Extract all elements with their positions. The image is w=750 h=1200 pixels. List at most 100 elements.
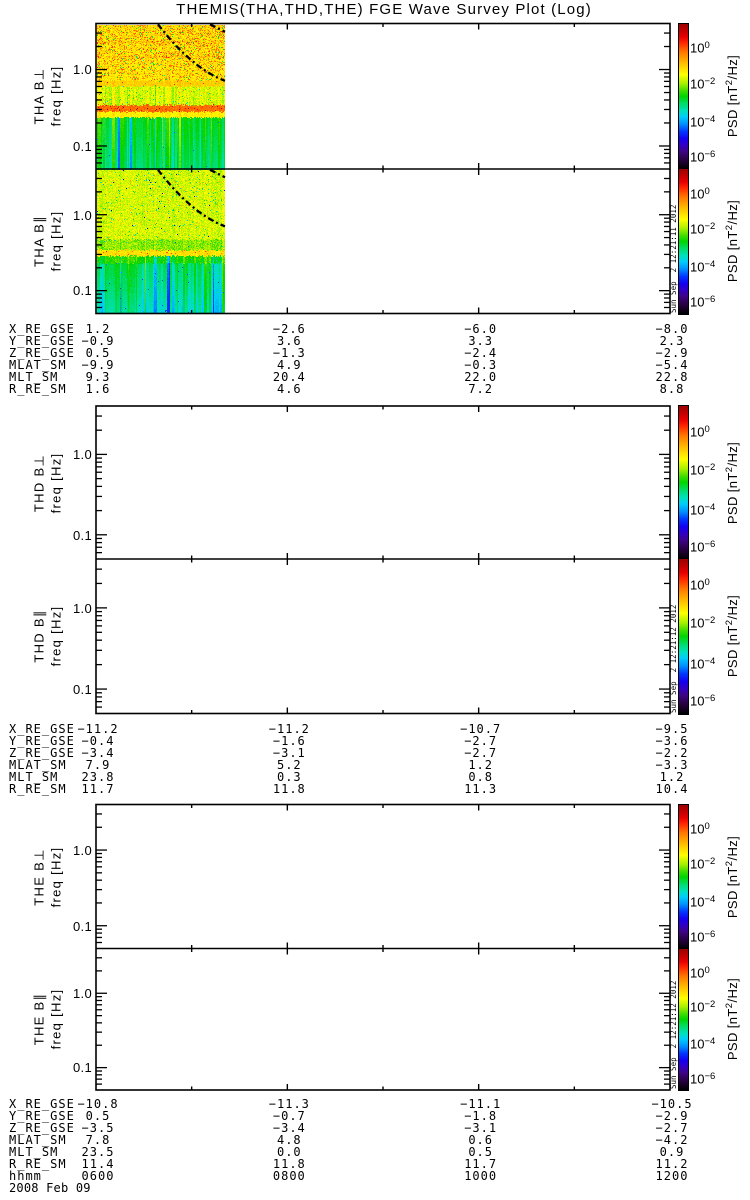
freq-axis-label: freq [Hz] [48, 452, 64, 513]
colorbar-tick-label: 10−6 [690, 293, 715, 308]
ephemeris-value: 2.3 [659, 334, 685, 348]
ephemeris-value: −3.6 [655, 733, 689, 748]
ephemeris-row-label: R_RE_SM [9, 781, 67, 796]
ephemeris-value: −1.6 [272, 733, 306, 748]
colorbar-tick-label: 10−6 [690, 148, 715, 163]
psd-label-post: /Hz] [724, 441, 740, 467]
colorbar-tick-label: 10−2 [690, 855, 715, 870]
colorbar-tick-base: 10 [690, 114, 705, 130]
ephemeris-row-label: Y_RE_GSE [9, 733, 75, 748]
colorbar-tick-base: 10 [690, 185, 705, 201]
colorbar-tick-label: 100 [690, 39, 710, 54]
colorbar-tick-exponent: 0 [704, 424, 710, 436]
ephemeris-row-label: MLT_SM [9, 1145, 59, 1160]
colorbar-tick-label: 100 [690, 423, 710, 438]
freq-axis-label: freq [Hz] [48, 605, 64, 667]
ephemeris-value: −11.2 [77, 721, 119, 736]
freq-tick-label: 0.1 [73, 138, 92, 154]
ephemeris-value: 1.2 [468, 757, 493, 772]
ephemeris-row-label: MLT_SM [9, 769, 59, 784]
colorbar-tick-base: 10 [690, 501, 705, 517]
freq-tick-label: 0.1 [73, 527, 92, 543]
colorbar-tick-exponent: −4 [704, 258, 716, 270]
colorbar-tick-exponent: 0 [704, 821, 710, 833]
ephemeris-row: Y_RE_GSE −0.9 3.6 3.3 2.3 [0, 335, 750, 347]
ephemeris-value: 23.5 [81, 1145, 115, 1160]
ephemeris-value: 4.6 [276, 382, 302, 396]
ephemeris-value: −1.3 [272, 346, 306, 360]
ephemeris-row-label: R_RE_SM [9, 1157, 67, 1172]
ephemeris-row: X_RE_GSE −11.2 −11.2 −10.7 −9.5 [0, 723, 750, 735]
spectrogram-tha-bpar [97, 170, 225, 314]
psd-label-post: /Hz] [724, 55, 740, 80]
ephemeris-value: 11.8 [272, 1157, 306, 1172]
ephemeris-row: Z_RE_GSE 0.5 −1.3 −2.4 −2.9 [0, 347, 750, 359]
ephemeris-value: −0.3 [464, 358, 498, 372]
colorbar-tick-exponent: −6 [704, 929, 716, 941]
freq-tick-label: 1.0 [73, 447, 92, 463]
ephemeris-value: −11.1 [460, 1097, 502, 1112]
ephemeris-value: 9.3 [85, 370, 111, 384]
psd-label-sup: 2 [724, 860, 736, 866]
colorbar [677, 22, 689, 170]
colorbar-tick-base: 10 [690, 424, 705, 440]
ephemeris-value: 0.3 [276, 769, 302, 784]
ephemeris-value: 5.2 [276, 757, 302, 772]
ephemeris-value: −9.5 [655, 721, 689, 736]
psd-label-sup: 2 [724, 79, 736, 86]
ephemeris-row: R_RE_SM 11.7 11.8 11.3 10.4 [0, 783, 750, 795]
colorbar-tick-label: 10−2 [690, 998, 715, 1013]
colorbar-tick-exponent: −2 [704, 856, 716, 868]
colorbar-tick-label: 10−4 [690, 893, 715, 908]
ephemeris-value: −2.7 [464, 745, 498, 760]
time-tick-label: 0600 [81, 1169, 115, 1184]
ephemeris-value: 7.9 [85, 757, 111, 772]
colorbar-tick-base: 10 [690, 40, 705, 56]
ephemeris-value: −2.2 [655, 745, 689, 760]
ephemeris-value: −11.2 [268, 721, 310, 736]
ephemeris-row-label: Z_RE_GSE [9, 1121, 75, 1136]
ephemeris-row: X_RE_GSE 1.2 −2.6 −6.0 −8.0 [0, 323, 750, 335]
ephemeris-row: Z_RE_GSE −3.5 −3.4 −3.1 −2.7 [0, 1122, 750, 1134]
colorbar-tick-base: 10 [690, 856, 705, 872]
ephemeris-row: R_RE_SM 1.6 4.6 7.2 8.8 [0, 383, 750, 395]
colorbar-tick-base: 10 [690, 615, 705, 631]
ephemeris-value: 0.9 [659, 1145, 685, 1160]
colorbar-tick-base: 10 [690, 655, 705, 671]
colorbar-tick-exponent: 0 [704, 185, 710, 197]
ephemeris-row-label: Y_RE_GSE [9, 1109, 75, 1124]
panel-label-thd-bperp: THD B⊥ [31, 453, 47, 512]
colorbar-tick-base: 10 [690, 693, 705, 709]
ephemeris-value: −1.8 [464, 1109, 498, 1124]
colorbar-tick-exponent: −4 [704, 655, 716, 667]
freq-tick-label: 1.0 [73, 62, 92, 78]
psd-axis-label: PSD [nT2/Hz] [723, 55, 740, 137]
ephemeris-value: −2.7 [655, 1121, 689, 1136]
colorbar-tick-base: 10 [690, 539, 705, 555]
colorbar-tick-label: 10−6 [690, 538, 715, 553]
ephemeris-value: 22.0 [464, 370, 498, 384]
colorbar-tick-exponent: −6 [704, 693, 716, 705]
render-timestamp: Sun Sep 2 12:21:11 2012 [668, 204, 678, 313]
ephemeris-value: −9.9 [81, 358, 115, 372]
ephemeris-value: 0.5 [468, 1145, 493, 1160]
colorbar-tick-exponent: −2 [704, 999, 716, 1011]
colorbar-tick-label: 10−6 [690, 692, 715, 707]
ephemeris-value: 3.3 [468, 334, 493, 348]
psd-label-sup: 2 [724, 619, 736, 626]
freq-tick-label: 1.0 [73, 207, 92, 223]
plot-title: THEMIS(THA,THD,THE) FGE Wave Survey Plot… [176, 1, 592, 18]
colorbar [677, 947, 689, 1091]
ephemeris-value: −3.1 [464, 1121, 498, 1136]
ephemeris-value: 11.7 [81, 781, 115, 796]
colorbar-tick-exponent: −6 [704, 294, 716, 305]
ephemeris-row: Y_RE_GSE 0.5 −0.7 −1.8 −2.9 [0, 1110, 750, 1122]
ephemeris-value: 10.4 [655, 781, 689, 796]
ephemeris-row-label: MLAT_SM [9, 358, 67, 372]
time-tick-label: 0800 [272, 1169, 306, 1184]
colorbar-tick-label: 100 [690, 185, 710, 200]
ephemeris-row: MLT_SM 9.3 20.4 22.0 22.8 [0, 371, 750, 383]
ephemeris-row-label: X_RE_GSE [9, 1097, 75, 1112]
psd-label-pre: PSD [nT [724, 471, 740, 524]
panel-frame-1 [95, 405, 671, 715]
